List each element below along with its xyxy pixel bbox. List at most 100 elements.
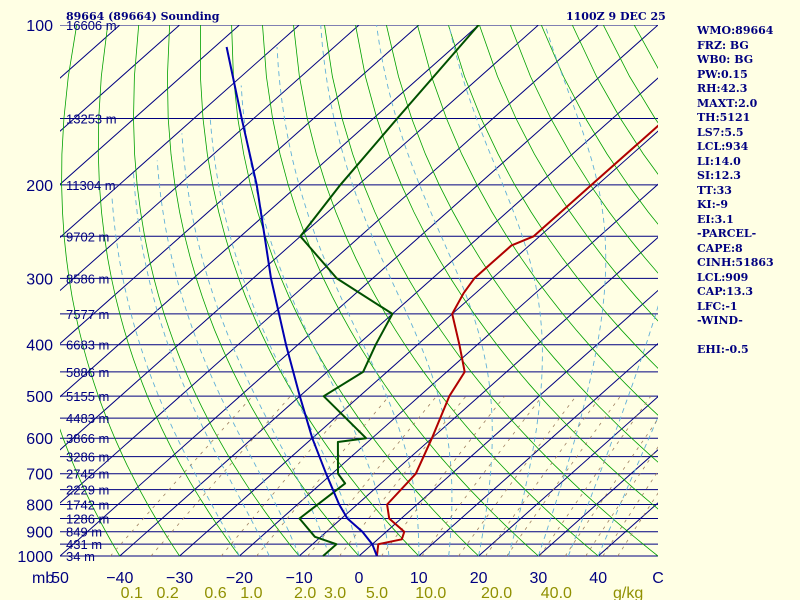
- height-label: 2745 m: [66, 467, 109, 482]
- parcel-path: [225, 46, 378, 557]
- temperature-tick-label: 10: [410, 570, 428, 587]
- moist-adiabat-line: [133, 172, 270, 557]
- stat-item: LCL:909: [697, 270, 749, 284]
- height-label: 34 m: [66, 549, 95, 564]
- mixing-ratio-line: [539, 395, 652, 557]
- height-label: 1742 m: [66, 498, 109, 513]
- pressure-tick-label: 300: [26, 271, 53, 288]
- temperature-tick-label: −20: [226, 570, 253, 587]
- moist-adiabat-line: [448, 25, 543, 557]
- height-label: 4483 m: [66, 411, 109, 426]
- stat-item: TT:33: [697, 183, 732, 197]
- height-label: 7577 m: [66, 307, 109, 322]
- mixing-ratio-tick-label: 0.6: [204, 585, 226, 600]
- temperature-tick-label: 40: [589, 570, 607, 587]
- dry-adiabat-line: [355, 25, 658, 510]
- dry-adiabat-line: [448, 25, 658, 369]
- pressure-tick-label: 800: [26, 498, 53, 515]
- mixing-ratio-tick-label: 40.0: [541, 585, 572, 600]
- stat-item: [697, 329, 797, 344]
- stat-item: LI:14.0: [697, 154, 741, 168]
- dry-adiabat-line: [133, 25, 300, 557]
- moist-adiabat-line: [567, 304, 658, 557]
- isotherm-line: [60, 25, 539, 451]
- temperature-tick-label: 0: [355, 570, 364, 587]
- stat-item: KI:-9: [697, 198, 728, 211]
- stat-item: TH:5121: [697, 111, 751, 124]
- height-label: 6683 m: [66, 338, 109, 353]
- chart-timestamp: 1100Z 9 DEC 25: [566, 10, 666, 23]
- mixing-ratio-line: [380, 395, 505, 557]
- isotherm-line: [358, 289, 658, 557]
- height-label: 5155 m: [66, 389, 109, 404]
- mixing-ratio-line: [150, 395, 291, 557]
- mixing-ratio-line: [458, 395, 577, 557]
- mixing-ratio-tick-label: 5.0: [366, 585, 388, 600]
- pressure-tick-label: 1000: [17, 549, 53, 566]
- mixing-ratio-line: [307, 395, 437, 557]
- mixing-ratio-line: [421, 395, 543, 557]
- mixing-ratio-line: [564, 418, 658, 557]
- stat-item: -WIND-: [697, 314, 743, 327]
- sounding-indices-list: WMO:89664 FRZ: BG WB0: BG PW:0.15 RH:42.3 MAX…: [697, 24, 797, 358]
- isotherm-line: [60, 25, 420, 345]
- isotherm-line: [60, 25, 658, 557]
- stat-item: WB0: BG: [697, 53, 754, 66]
- height-label: 11304 m: [66, 178, 116, 193]
- temperature-tick-label: 50: [51, 570, 69, 587]
- mixing-ratio-line: [485, 395, 602, 557]
- chart-title: 89664 (89664) Sounding: [66, 10, 220, 23]
- isotherm-line: [179, 130, 658, 557]
- height-label: 13253 m: [66, 112, 117, 127]
- mixing-ratio-tick-label: 2.0: [294, 585, 316, 600]
- moist-adiabat-line: [597, 416, 658, 557]
- stat-item: RH:42.3: [697, 82, 748, 95]
- isotherm-line: [60, 25, 360, 292]
- moist-adiabat-line: [320, 25, 453, 557]
- temperature-tick-label: C: [652, 570, 664, 587]
- dry-adiabat-line: [293, 25, 599, 557]
- isotherm-line: [60, 25, 599, 504]
- stat-item: EI:3.1: [697, 212, 734, 226]
- mixing-ratio-tick-label: g/kg: [613, 585, 643, 600]
- moist-adiabat-line: [181, 133, 330, 557]
- dry-adiabat-line: [509, 25, 658, 274]
- height-label: 8586 m: [66, 271, 109, 286]
- moist-adiabat-line: [156, 160, 300, 557]
- dry-adiabat-line: [417, 25, 658, 416]
- pressure-tick-label: 600: [26, 431, 53, 448]
- height-label: 9702 m: [66, 229, 109, 244]
- height-label: 3286 m: [66, 450, 109, 465]
- temperature-tick-label: −30: [166, 570, 193, 587]
- isotherm-line: [418, 342, 658, 557]
- stat-item: CAPE:8: [697, 241, 743, 255]
- isotherm-line: [60, 25, 240, 185]
- dry-adiabat-line: [479, 25, 658, 322]
- pressure-tick-label: 200: [26, 178, 53, 195]
- stat-item: EHI:-0.5: [697, 343, 749, 356]
- stat-item: -PARCEL-: [697, 227, 757, 240]
- dry-adiabat-line: [166, 25, 360, 557]
- stat-item: FRZ: BG: [697, 38, 749, 52]
- mixing-ratio-line: [339, 395, 467, 557]
- mixing-ratio-tick-label: 10.0: [415, 585, 446, 600]
- isotherm-line: [119, 77, 658, 557]
- pressure-tick-label: 700: [26, 467, 53, 484]
- pressure-tick-label: 900: [26, 525, 53, 542]
- dry-adiabat-line: [262, 25, 539, 557]
- pressure-tick-label: 100: [26, 18, 53, 35]
- mixing-ratio-line: [110, 395, 253, 557]
- isotherm-line: [60, 25, 180, 132]
- dry-adiabat-line: [61, 25, 180, 557]
- dewpoint-profile: [298, 25, 480, 557]
- pressure-tick-label: 400: [26, 338, 53, 355]
- mixing-ratio-line: [220, 395, 357, 557]
- height-label: 3866 m: [66, 431, 109, 446]
- dry-adiabat-line: [97, 25, 240, 557]
- dry-adiabat-line: [386, 25, 658, 463]
- stat-item: CINH:51863: [697, 256, 774, 269]
- mixing-ratio-tick-label: 0.1: [121, 585, 143, 600]
- temperature-tick-label: −40: [106, 570, 133, 587]
- height-label: 2229 m: [66, 483, 109, 498]
